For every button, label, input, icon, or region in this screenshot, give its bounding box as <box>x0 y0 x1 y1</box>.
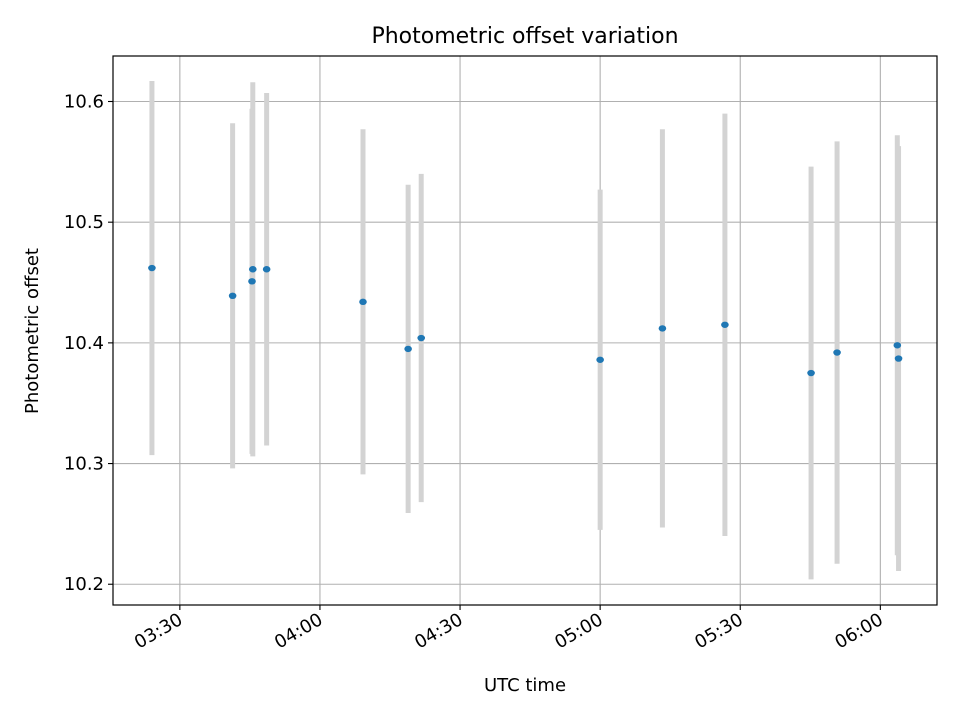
data-point <box>893 342 902 349</box>
plot-frame <box>112 55 938 606</box>
data-point <box>807 369 815 377</box>
y-axis-label: Photometric offset <box>22 248 43 414</box>
data-point <box>404 345 412 353</box>
y-tick-label: 10.6 <box>64 91 104 112</box>
data-point <box>833 349 841 356</box>
y-tick-label: 10.4 <box>64 333 104 354</box>
y-tick-label: 10.2 <box>64 574 104 595</box>
data-point <box>894 355 903 362</box>
data-point <box>248 266 257 273</box>
data-point <box>248 278 256 285</box>
data-point <box>262 266 271 273</box>
data-point <box>417 334 426 342</box>
data-points <box>148 264 903 377</box>
data-point <box>359 298 367 306</box>
data-point <box>228 292 237 300</box>
x-axis-label: UTC time <box>484 675 566 696</box>
y-tick-label: 10.5 <box>64 212 104 233</box>
data-point <box>658 325 667 332</box>
y-tick-label: 10.3 <box>64 454 104 475</box>
chart-title: Photometric offset variation <box>371 24 678 49</box>
data-point <box>596 356 604 363</box>
data-point <box>148 264 156 272</box>
data-point <box>721 321 729 328</box>
